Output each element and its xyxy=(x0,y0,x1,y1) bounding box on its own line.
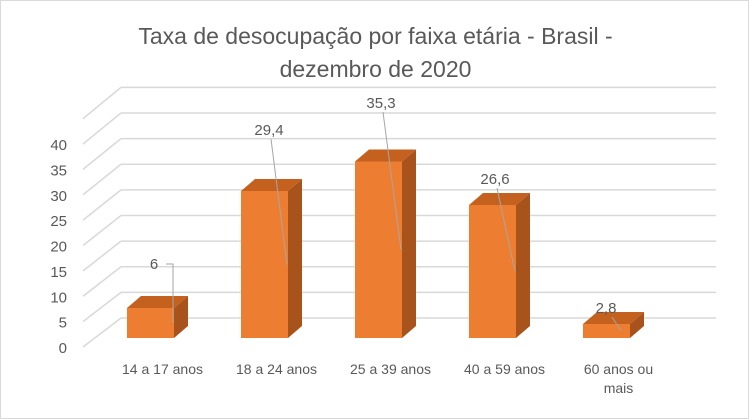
floor-diagonal xyxy=(82,266,122,297)
floor-diagonal xyxy=(82,214,122,247)
bar xyxy=(127,308,174,338)
x-tick-label: 60 anos ou xyxy=(584,361,653,377)
data-label: 35,3 xyxy=(366,95,395,112)
leader-line xyxy=(382,111,402,250)
bar xyxy=(241,191,288,338)
floor-diagonal xyxy=(82,240,122,272)
y-tick-label: 10 xyxy=(50,289,67,306)
x-tick-label: 14 a 17 anos xyxy=(122,361,203,377)
floor-diagonal xyxy=(82,112,122,145)
x-tick-label: 25 a 39 anos xyxy=(350,361,431,377)
leader-line xyxy=(270,138,288,265)
data-label: 29,4 xyxy=(254,122,283,139)
bar-side xyxy=(288,179,302,338)
y-tick-label: 35 xyxy=(50,162,67,179)
data-label: 26,6 xyxy=(480,171,509,188)
leader-line xyxy=(166,263,174,323)
x-tick-label: 40 a 59 anos xyxy=(464,361,545,377)
y-tick-label: 15 xyxy=(50,264,67,281)
x-tick-label: 18 a 24 anos xyxy=(236,361,317,377)
chart-title-line-1: Taxa de desocupação por faixa etária - B… xyxy=(138,23,613,49)
floor-diagonal xyxy=(82,291,122,323)
data-label: 2,8 xyxy=(596,300,617,317)
data-label: 6 xyxy=(150,256,158,273)
y-tick-label: 0 xyxy=(59,340,67,357)
y-tick-label: 40 xyxy=(50,137,67,154)
chart-title-line-2: dezembro de 2020 xyxy=(279,56,472,82)
bar-top xyxy=(241,179,302,191)
floor-diagonal xyxy=(82,163,122,196)
bar xyxy=(469,205,516,338)
floor-diagonal xyxy=(82,189,122,221)
bar xyxy=(583,324,630,338)
bar-top xyxy=(583,312,644,324)
leader-line xyxy=(496,187,516,272)
floor-diagonal xyxy=(82,86,122,120)
x-tick-label: mais xyxy=(604,380,634,396)
bar-side xyxy=(174,296,188,338)
bar-side xyxy=(402,149,416,338)
y-tick-label: 20 xyxy=(50,239,67,256)
y-tick-label: 5 xyxy=(59,315,67,332)
floor-diagonal xyxy=(82,317,122,348)
y-tick-label: 30 xyxy=(50,188,67,205)
floor-diagonal xyxy=(82,138,122,170)
bar-side xyxy=(516,193,530,338)
bar xyxy=(355,161,402,338)
y-tick-label: 25 xyxy=(50,213,67,230)
bar-side xyxy=(630,312,644,338)
leader-line xyxy=(611,316,622,332)
bar-top xyxy=(355,149,416,162)
